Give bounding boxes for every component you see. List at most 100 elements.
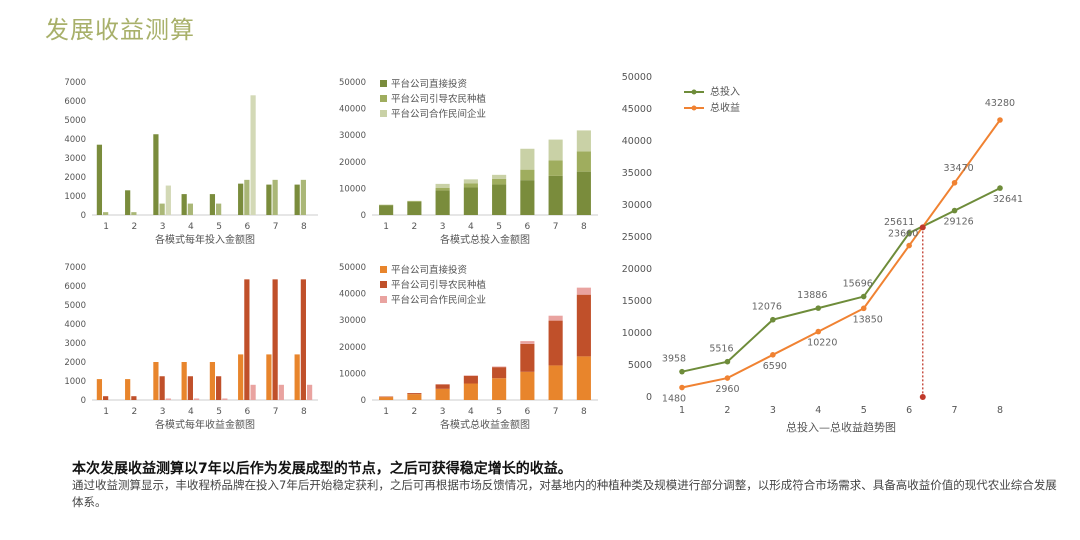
x-tick-label: 4 <box>188 407 194 417</box>
bar-segment <box>492 178 507 185</box>
legend-label: 总收益 <box>710 101 740 114</box>
x-tick-label: 5 <box>496 222 502 232</box>
x-tick-label: 7 <box>952 405 958 416</box>
legend-label: 平台公司直接投资 <box>391 78 468 90</box>
data-label: 33470 <box>943 163 973 174</box>
data-point <box>724 375 731 381</box>
x-tick-label: 1 <box>679 405 685 416</box>
bar <box>272 279 278 400</box>
bar <box>181 194 187 215</box>
bar-segment <box>407 394 422 400</box>
x-tick-label: 4 <box>468 407 474 417</box>
chart-caption: 总投入—总收益趋势图 <box>786 420 896 434</box>
bar <box>165 398 171 400</box>
x-tick-label: 3 <box>440 222 446 232</box>
y-tick-label: 5000 <box>628 360 652 371</box>
data-point <box>815 328 822 335</box>
data-label: 1480 <box>662 394 686 405</box>
x-tick-label: 3 <box>440 407 446 417</box>
bar <box>96 379 103 400</box>
x-tick-label: 6 <box>525 222 531 232</box>
y-tick-label: 2000 <box>64 358 86 368</box>
y-tick-label: 15000 <box>622 296 652 307</box>
bar-segment <box>435 388 450 400</box>
bar-segment <box>576 287 591 295</box>
bar <box>294 354 300 400</box>
x-tick-label: 2 <box>412 222 418 232</box>
bar <box>250 95 256 215</box>
x-tick-label: 6 <box>245 407 251 417</box>
y-tick-label: 5000 <box>64 116 86 126</box>
bar <box>300 279 306 400</box>
bar <box>278 384 284 400</box>
data-label: 3958 <box>662 354 686 365</box>
legend-swatch <box>380 281 387 288</box>
bar-segment <box>492 367 507 379</box>
data-point <box>724 358 731 365</box>
bar-segment <box>463 383 478 400</box>
bar <box>153 362 159 400</box>
bar-segment <box>520 341 535 344</box>
x-tick-label: 1 <box>383 407 389 417</box>
data-label: 25611 <box>884 217 914 228</box>
y-tick-label: 0 <box>361 396 366 406</box>
data-label: 6590 <box>763 361 787 372</box>
chart-caption: 各模式每年收益金额图 <box>155 418 255 431</box>
y-tick-label: 5000 <box>64 301 86 311</box>
data-label: 2960 <box>715 384 739 395</box>
data-label: 23660 <box>888 229 918 240</box>
y-tick-label: 0 <box>361 211 366 221</box>
x-tick-label: 7 <box>273 407 279 417</box>
y-tick-label: 45000 <box>622 104 652 115</box>
bar-segment <box>576 130 591 152</box>
bar <box>238 183 244 215</box>
bar-segment <box>407 201 422 215</box>
bar <box>125 379 131 400</box>
bar-segment <box>520 371 535 400</box>
data-label: 29126 <box>943 217 973 228</box>
x-tick-label: 2 <box>724 405 730 416</box>
bar-segment <box>379 397 394 400</box>
y-tick-label: 4000 <box>64 320 86 330</box>
bar-segment <box>379 205 394 215</box>
data-point <box>997 185 1003 191</box>
x-tick-label: 3 <box>160 222 166 232</box>
total-investment-chart: 0 10000 20000 30000 40000 50000 1 2 3 4 5 6 7 8 各模式总投入… <box>339 78 598 246</box>
data-point <box>770 352 776 358</box>
data-label: 10220 <box>807 338 837 349</box>
x-tick-label: 8 <box>301 222 307 232</box>
bar <box>187 376 193 400</box>
series-line <box>681 119 1001 389</box>
legend-label: 总投入 <box>710 85 740 98</box>
bar-segment <box>548 160 563 176</box>
bar <box>103 396 109 400</box>
data-point <box>906 230 912 236</box>
x-tick-label: 6 <box>245 222 251 232</box>
bar <box>222 398 228 400</box>
x-tick-label: 7 <box>553 222 559 232</box>
bar-segment <box>463 187 478 215</box>
bar-segment <box>435 384 450 389</box>
x-tick-label: 5 <box>216 222 222 232</box>
bar <box>159 376 165 400</box>
legend-swatch <box>380 296 387 303</box>
bar-segment <box>520 148 535 170</box>
bar <box>244 179 250 215</box>
x-tick-label: 5 <box>216 407 222 417</box>
legend-swatch <box>380 266 387 273</box>
y-tick-label: 50000 <box>339 263 366 273</box>
legend-label: 平台公司直接投资 <box>391 264 468 276</box>
bar <box>96 144 103 215</box>
y-tick-label: 35000 <box>622 168 652 179</box>
legend-label: 平台公司引导农民种植 <box>391 279 487 291</box>
x-tick-label: 2 <box>132 407 138 417</box>
data-label: 5516 <box>709 344 733 355</box>
bar <box>306 384 313 400</box>
data-label: 13886 <box>797 290 827 301</box>
y-tick-label: 20000 <box>339 343 366 353</box>
y-tick-label: 7000 <box>64 78 86 88</box>
y-tick-label: 40000 <box>339 290 366 300</box>
bar-segment <box>463 179 478 184</box>
x-tick-label: 8 <box>997 405 1003 416</box>
bar <box>209 194 216 215</box>
